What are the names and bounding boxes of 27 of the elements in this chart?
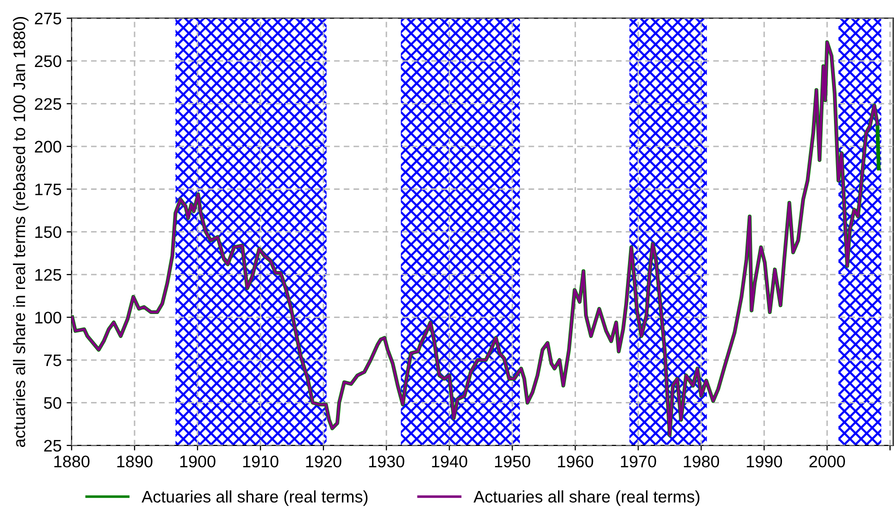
y-tick-label: 50 bbox=[44, 397, 62, 409]
x-tick-label: 1900 bbox=[180, 456, 216, 468]
x-tick-label: 1980 bbox=[684, 456, 720, 468]
y-tick-label: 275 bbox=[34, 12, 62, 24]
x-tick-label: 1920 bbox=[306, 456, 342, 468]
legend-label: Actuaries all share (real terms) bbox=[142, 490, 368, 506]
x-tick-label: 1970 bbox=[620, 456, 656, 468]
y-tick-label: 150 bbox=[35, 226, 62, 238]
y-tick-label: 175 bbox=[35, 184, 62, 196]
x-tick-label: 2000 bbox=[809, 456, 845, 468]
x-tick-label: 1880 bbox=[54, 456, 90, 468]
x-tick-label: 1960 bbox=[558, 456, 594, 468]
y-tick-label: 225 bbox=[34, 98, 62, 110]
y-axis-title: actuaries all share in real terms (rebased to 100 Jan 1880) bbox=[12, 17, 29, 447]
legend-label: Actuaries all share (real terms) bbox=[474, 490, 700, 506]
x-tick-label: 1990 bbox=[746, 456, 782, 468]
x-tick-label: 1930 bbox=[369, 456, 404, 468]
x-tick-label: 1890 bbox=[117, 456, 152, 468]
x-tick-label: 1950 bbox=[495, 456, 530, 468]
y-tick-label: 200 bbox=[34, 140, 62, 153]
y-tick-label: 100 bbox=[35, 312, 62, 324]
y-tick-label: 250 bbox=[34, 55, 62, 68]
y-tick-label: 75 bbox=[44, 354, 62, 366]
y-tick-label: 125 bbox=[35, 268, 62, 281]
x-tick-label: 1910 bbox=[243, 456, 278, 468]
x-tick-label: 1940 bbox=[432, 456, 468, 468]
y-tick-label: 25 bbox=[44, 440, 62, 452]
